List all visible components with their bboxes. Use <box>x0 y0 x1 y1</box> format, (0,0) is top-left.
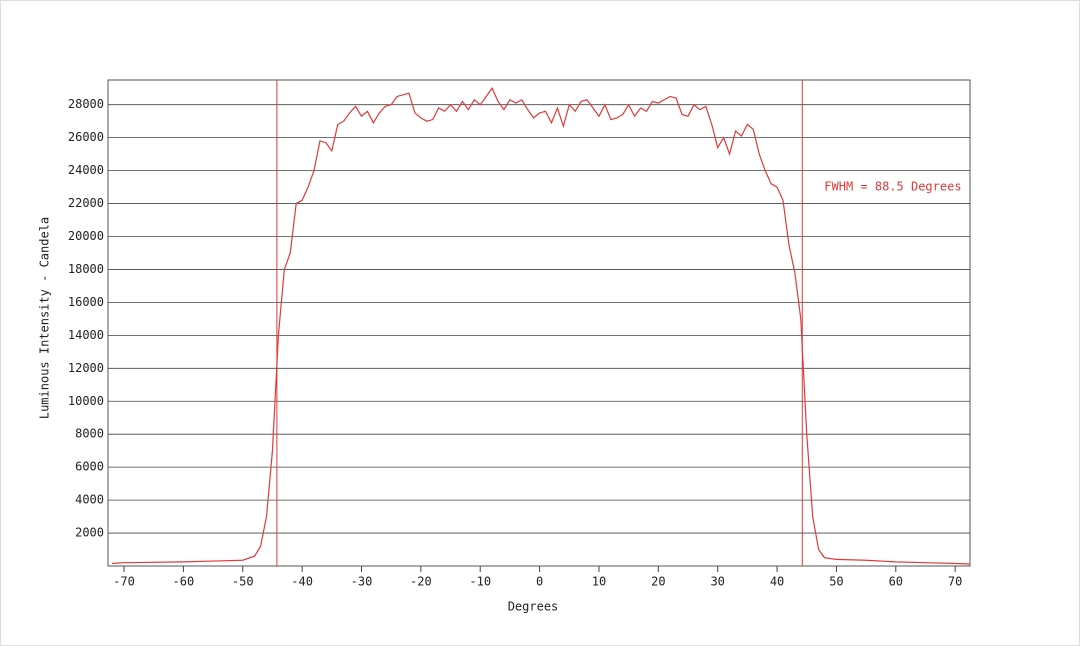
x-tick-label: 60 <box>889 575 903 589</box>
x-tick-label: -10 <box>469 575 491 589</box>
x-tick-label: -70 <box>113 575 135 589</box>
x-tick-label: -40 <box>291 575 313 589</box>
x-tick-label: 70 <box>948 575 962 589</box>
y-tick-label: 18000 <box>68 262 104 276</box>
x-tick-label: -50 <box>232 575 254 589</box>
y-tick-label: 16000 <box>68 295 104 309</box>
y-tick-label: 6000 <box>75 460 104 474</box>
x-tick-label: -20 <box>410 575 432 589</box>
plot-area <box>107 79 971 567</box>
y-tick-label: 12000 <box>68 361 104 375</box>
y-tick-label: 24000 <box>68 163 104 177</box>
data-line <box>112 87 971 565</box>
x-tick-label: -30 <box>351 575 373 589</box>
y-tick-label: 2000 <box>75 526 104 540</box>
x-axis-label: Degrees <box>508 600 559 614</box>
y-tick-label: 28000 <box>68 97 104 111</box>
annotation: FWHM = 88.5 Degrees <box>824 180 961 194</box>
x-tick-label: 10 <box>592 575 606 589</box>
y-tick-label: 20000 <box>68 229 104 243</box>
y-axis-label: Luminous Intensity - Candela <box>38 217 52 419</box>
x-tick-label: 50 <box>829 575 843 589</box>
x-tick-label: 20 <box>651 575 665 589</box>
x-tick-label: 40 <box>770 575 784 589</box>
y-tick-label: 4000 <box>75 493 104 507</box>
x-tick-label: -60 <box>173 575 195 589</box>
y-tick-label: 14000 <box>68 328 104 342</box>
y-tick-label: 8000 <box>75 427 104 441</box>
y-tick-label: 22000 <box>68 196 104 210</box>
x-tick-label: 0 <box>536 575 543 589</box>
y-tick-label: 26000 <box>68 130 104 144</box>
y-tick-label: 10000 <box>68 394 104 408</box>
x-tick-label: 30 <box>710 575 724 589</box>
